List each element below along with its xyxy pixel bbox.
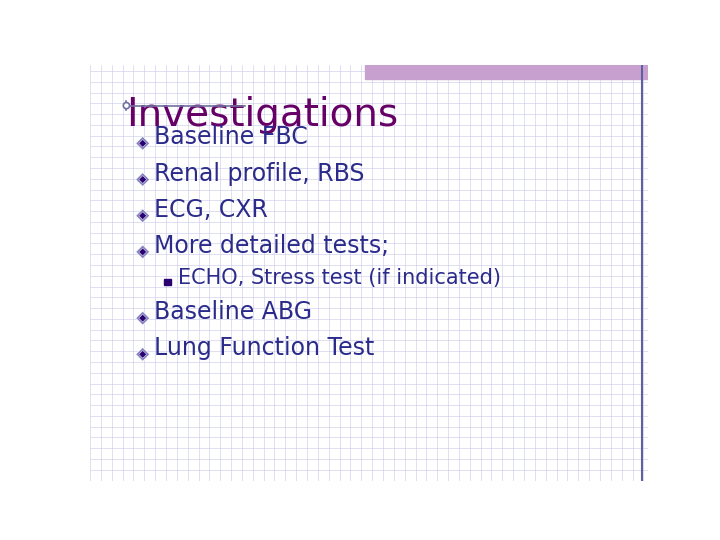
Polygon shape — [136, 137, 150, 150]
Polygon shape — [139, 212, 147, 220]
Text: Lung Function Test: Lung Function Test — [153, 336, 374, 361]
Circle shape — [123, 103, 130, 109]
Text: ECG, CXR: ECG, CXR — [153, 198, 267, 222]
Polygon shape — [136, 209, 150, 222]
Bar — [365, 65, 648, 79]
Text: Investigations: Investigations — [127, 96, 399, 133]
Polygon shape — [136, 347, 150, 361]
Text: More detailed tests;: More detailed tests; — [153, 234, 389, 258]
Polygon shape — [139, 350, 147, 358]
Polygon shape — [136, 173, 150, 186]
Polygon shape — [139, 248, 147, 256]
Polygon shape — [139, 314, 147, 322]
Text: ECHO, Stress test (if indicated): ECHO, Stress test (if indicated) — [179, 268, 501, 288]
Polygon shape — [136, 245, 150, 259]
Polygon shape — [139, 176, 147, 184]
Text: Baseline FBC: Baseline FBC — [153, 125, 307, 150]
Polygon shape — [139, 139, 147, 147]
Text: Baseline ABG: Baseline ABG — [153, 300, 312, 325]
Text: Renal profile, RBS: Renal profile, RBS — [153, 161, 364, 186]
Polygon shape — [136, 311, 150, 325]
Bar — [164, 279, 171, 285]
